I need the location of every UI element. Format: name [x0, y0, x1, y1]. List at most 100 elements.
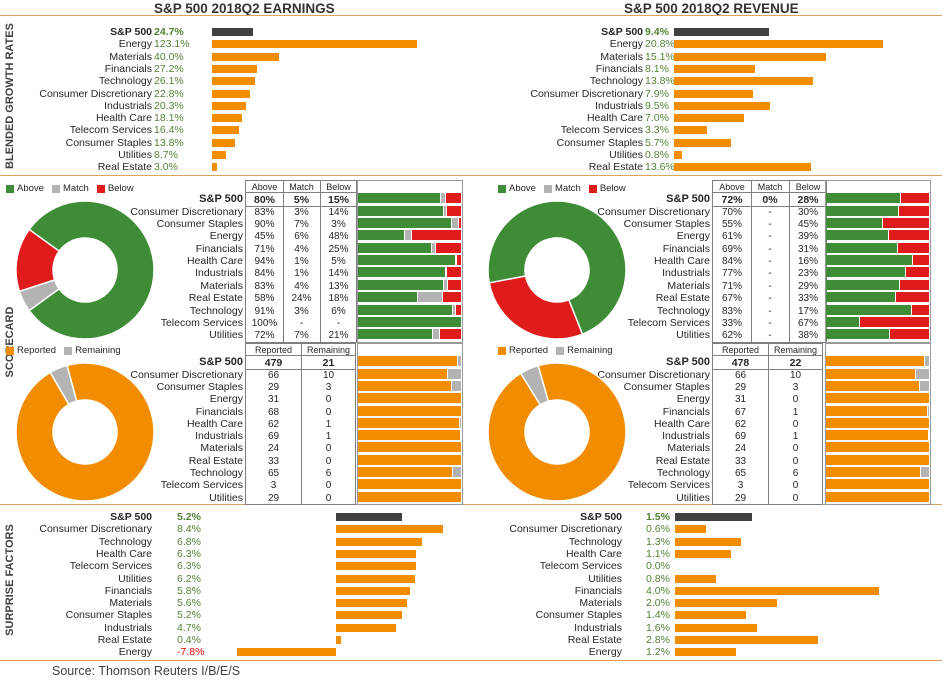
- abr-earnings-stack-segment: [446, 267, 448, 278]
- earnings-growth-value-label: 18.1%: [154, 112, 184, 125]
- abr-earnings-stack-segment: [452, 304, 456, 315]
- revenue-growth-bar: [674, 163, 811, 172]
- rr-earnings-category-label: S&P 500: [199, 356, 243, 369]
- abr-revenue-stack-segment: [826, 329, 891, 340]
- abr-revenue-cell: 30%: [797, 206, 818, 218]
- rr-revenue-cell: 24: [734, 443, 747, 455]
- earnings-growth-bar: [212, 77, 256, 86]
- abr-earnings-cell: 1%: [294, 256, 309, 268]
- abr-earnings-stack-segment: [448, 279, 462, 290]
- abr-earnings-stack-segment: [358, 230, 406, 241]
- rr-revenue-cell: 478: [731, 357, 750, 370]
- abr-revenue-stack-segment: [899, 279, 930, 290]
- abr-revenue-table: Above Match Below 72% 0% 28% 70% - 30% 55% - 45% 61%…: [712, 180, 827, 343]
- abr-revenue-cell: -: [768, 280, 772, 292]
- revenue-growth-bar: [674, 138, 732, 147]
- rr-legend: Reported Remaining: [6, 345, 126, 356]
- earnings-growth-value-label: 20.3%: [154, 99, 184, 112]
- abr-revenue-cell: 55%: [721, 219, 742, 231]
- revenue-growth-category-label: Telecom Services: [560, 124, 643, 137]
- surprise-revenue-value-label: 1.5%: [646, 511, 670, 523]
- surprise-earnings-value-label: 6.3%: [177, 547, 201, 560]
- rr-legend-entry: Remaining: [75, 345, 121, 356]
- rr-revenue-cell: 1: [792, 406, 799, 418]
- rr-earnings-stack-segment: [358, 442, 462, 453]
- surprise-revenue-category-label: Real Estate: [567, 634, 622, 646]
- abr-earnings-stack-segment: [444, 279, 449, 290]
- donut-slice: [488, 275, 584, 340]
- abr-earnings-cell: 7%: [294, 219, 309, 231]
- surprise-revenue-category-label: Financials: [574, 584, 622, 597]
- abr-legend-entry: Match: [62, 183, 89, 194]
- abr-earnings-stack-frame: [357, 180, 463, 343]
- rr-revenue-stack-segment: [826, 479, 930, 490]
- rr-revenue-stack-segment: [826, 393, 930, 404]
- rr-revenue-category-label: Technology: [656, 467, 710, 479]
- donut-slice: [15, 228, 61, 293]
- rr-earnings-column-header: Reported: [254, 345, 293, 355]
- abr-revenue-cell: -: [768, 293, 772, 305]
- abr-revenue-cell: 67%: [797, 317, 818, 329]
- rr-earnings-category-label: Telecom Services: [160, 479, 243, 492]
- rr-earnings-category-label: Industrials: [195, 430, 243, 443]
- surprise-earnings-value-label: 5.2%: [177, 511, 201, 523]
- rr-earnings-category-label: Consumer Staples: [156, 380, 243, 393]
- revenue-growth-category-label: Consumer Staples: [556, 136, 643, 149]
- earnings-growth-bar: [212, 89, 250, 98]
- abr-revenue-cell: -: [768, 219, 772, 231]
- rr-legend-swatch: [498, 346, 506, 355]
- abr-revenue-category-label: Industrials: [662, 267, 710, 280]
- abr-revenue-category-label: Financials: [662, 242, 710, 255]
- divider: [0, 660, 942, 661]
- divider: [0, 175, 942, 176]
- abr-earnings-category-label: Health Care: [186, 255, 243, 268]
- surprise-revenue-bar: [675, 525, 706, 534]
- abr-revenue-category-label: Consumer Staples: [623, 218, 710, 231]
- rr-earnings-stack-segment: [358, 491, 462, 502]
- abr-earnings-cell: 3%: [294, 206, 309, 218]
- abr-earnings-stack-segment: [358, 292, 419, 303]
- earnings-growth-category-label: Materials: [109, 50, 152, 63]
- abr-earnings-stack-segment: [358, 329, 433, 340]
- abr-revenue-stack-segment: [860, 316, 930, 327]
- abr-legend: Above Match Below: [6, 183, 139, 194]
- abr-earnings-category-label: Financials: [195, 242, 243, 255]
- donut-slice: [49, 364, 78, 406]
- abr-earnings-stack-segment: [431, 242, 436, 253]
- rr-legend-entry: Reported: [509, 345, 549, 356]
- rr-revenue-stack-segment: [826, 368, 917, 379]
- revenue-growth-bar: [674, 89, 754, 98]
- revenue-growth-value-label: 9.4%: [645, 26, 669, 38]
- abr-revenue-cell: -: [768, 206, 772, 218]
- earnings-growth-value-label: 3.0%: [154, 161, 178, 174]
- abr-earnings-cell: 25%: [328, 243, 349, 255]
- rr-revenue-category-label: Telecom Services: [627, 479, 710, 492]
- rr-revenue-category-label: S&P 500: [666, 356, 710, 369]
- abr-earnings-stack-segment: [358, 267, 447, 278]
- surprise-revenue-value-label: 1.2%: [646, 646, 670, 659]
- rr-earnings-cell: 21: [322, 357, 335, 370]
- earnings-growth-bar: [212, 64, 258, 73]
- rr-revenue-category-label: Financials: [662, 405, 710, 418]
- abr-legend-swatch: [6, 184, 14, 193]
- abr-earnings-stack-segment: [358, 218, 452, 229]
- surprise-earnings-bar: [336, 574, 415, 583]
- abr-earnings-category-label: Energy: [209, 230, 243, 243]
- abr-revenue-column-header: Match: [757, 182, 783, 192]
- rr-earnings-cell: 0: [325, 480, 332, 492]
- rr-earnings-cell: 24: [267, 443, 280, 455]
- abr-revenue-cell: 71%: [721, 280, 742, 292]
- rr-earnings-stack-segment: [358, 380, 453, 391]
- surprise-earnings-bar: [336, 611, 403, 620]
- revenue-growth-value-label: 15.1%: [645, 50, 675, 63]
- surprise-earnings-value-label: 6.8%: [177, 535, 201, 548]
- abr-earnings-stack-segment: [455, 304, 462, 315]
- abr-legend-entry: Below: [107, 183, 134, 194]
- abr-earnings-cell: 6%: [294, 231, 309, 243]
- revenue-growth-category-label: Industrials: [595, 99, 643, 112]
- rr-earnings-category-label: Technology: [189, 467, 243, 479]
- rr-revenue-cell: 31: [734, 394, 747, 406]
- rr-revenue-stack-segment: [928, 430, 930, 441]
- abr-earnings-cell: -: [299, 317, 304, 329]
- abr-legend-entry: Above: [17, 183, 44, 194]
